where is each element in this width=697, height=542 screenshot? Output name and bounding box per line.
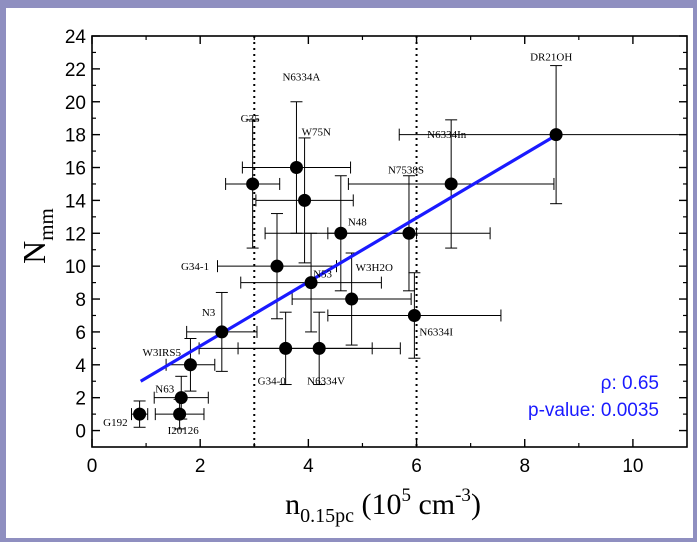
x-tick-label-2: 2 [195, 456, 206, 477]
point-n6334in [444, 177, 458, 191]
point-label-dr21oh: DR21OH [530, 52, 572, 64]
point-label-w3h2o: W3H2O [356, 262, 393, 274]
x-axis-title: n0.15pc (105 cm-3) [285, 485, 481, 527]
y-tick-label-0: 0 [75, 422, 86, 443]
point-n3 [215, 325, 229, 339]
point-label-w3irs5: W3IRS5 [142, 347, 181, 359]
point-label-g192: G192 [103, 417, 127, 429]
point-n6334v [312, 341, 326, 355]
point-n48 [334, 226, 348, 240]
y-tick-label-12: 12 [65, 224, 86, 245]
pvalue-annotation: p-value: 0.0035 [528, 400, 659, 421]
y-tick-label-2: 2 [75, 389, 86, 410]
y-axis-title-base: N [16, 241, 52, 264]
point-dr21oh [549, 128, 563, 142]
y-tick-label-20: 20 [65, 93, 86, 114]
x-tick-label-0: 0 [87, 456, 98, 477]
data-points [133, 128, 563, 421]
fit-line-group [139, 133, 558, 383]
y-tick-label-22: 22 [65, 60, 86, 81]
y-tick-label-4: 4 [75, 356, 86, 377]
point-label-g35: G35 [241, 113, 260, 125]
rho-annotation: ρ: 0.65 [601, 373, 659, 394]
reference-lines [253, 36, 418, 447]
point-n6334a [289, 161, 303, 175]
point-w3irs5 [183, 358, 197, 372]
point-label-n6334i: N6334I [419, 326, 453, 338]
fit-line [139, 133, 558, 383]
y-tick-label-10: 10 [65, 257, 86, 278]
point-n6334i [407, 308, 421, 322]
x-axis-title-sup1: 5 [401, 485, 411, 506]
point-g34-0 [279, 341, 293, 355]
point-label-n53: N53 [313, 269, 332, 281]
point-label-n63: N63 [155, 384, 174, 396]
point-n7538s [402, 226, 416, 240]
y-tick-label-14: 14 [65, 191, 87, 212]
point-label-g34-1: G34-1 [181, 261, 209, 273]
point-label-n3: N3 [202, 307, 216, 319]
y-axis-title-sub: mm [34, 208, 58, 241]
point-n53 [304, 276, 318, 290]
point-w75n [298, 193, 312, 207]
y-tick-label-6: 6 [75, 323, 86, 344]
point-w3h2o [345, 292, 359, 306]
y-tick-label-18: 18 [65, 126, 86, 147]
point-g34-1 [270, 259, 284, 273]
point-labels: G192 I20126 N63 W3IRS5 N3 G34-1 G35 G34-0 N6334A… [103, 52, 572, 437]
point-label-n6334v: N6334V [307, 375, 345, 387]
y-tick-label-16: 16 [65, 159, 86, 180]
y-tick-label-24: 24 [65, 27, 87, 48]
y-axis-title: Nmm [16, 208, 58, 264]
y-tick-label-8: 8 [75, 290, 86, 311]
x-tick-label-8: 8 [519, 456, 530, 477]
point-n63 [174, 391, 188, 405]
point-label-n7538s: N7538S [388, 164, 424, 176]
x-tick-label-4: 4 [303, 456, 314, 477]
x-axis-title-sup2: -3 [455, 485, 471, 506]
x-axis-title-paren-close: ) [471, 488, 481, 521]
x-tick-label-6: 6 [411, 456, 422, 477]
point-label-g34-0: G34-0 [258, 375, 287, 387]
x-axis-title-unit: cm [411, 488, 455, 521]
x-axis-title-paren-open: (10 [354, 488, 402, 521]
point-g35 [246, 177, 260, 191]
plot-area-border [91, 35, 688, 448]
point-label-n48: N48 [348, 216, 367, 228]
point-i20126 [173, 407, 187, 421]
x-axis-title-sub: 0.15pc [300, 505, 354, 527]
point-label-i20126: I20126 [168, 425, 200, 437]
x-axis-title-base: n [285, 488, 300, 521]
point-g192 [133, 407, 147, 421]
point-label-n6334in: N6334In [427, 129, 467, 141]
point-label-n6334a: N6334A [282, 72, 320, 84]
x-tick-label-10: 10 [622, 456, 643, 477]
point-label-w75n: W75N [302, 126, 331, 138]
